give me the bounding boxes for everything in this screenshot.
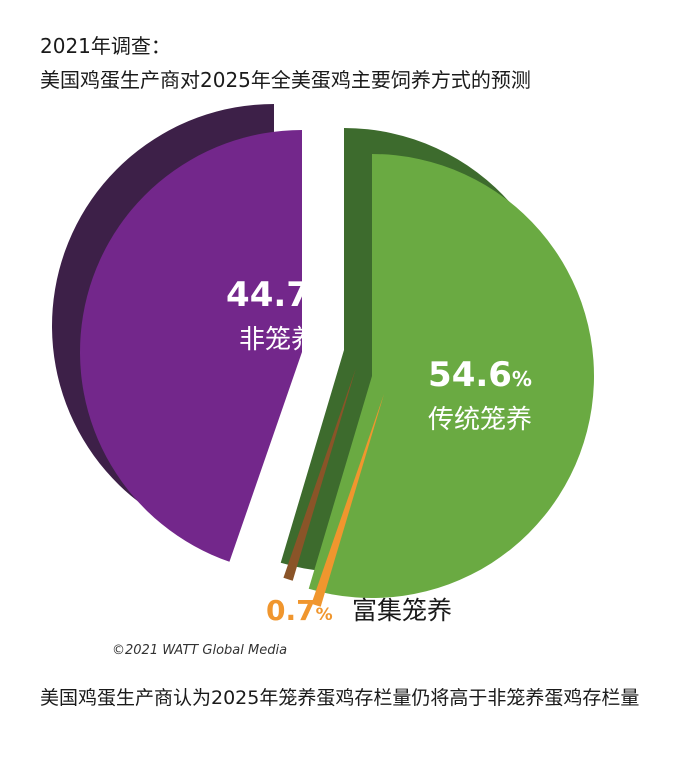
- slice-1: [308, 154, 595, 598]
- slice-2-category-label: 富集笼养: [352, 596, 452, 625]
- pie-slices-layer: [79, 130, 595, 607]
- slice-3-category-label: 非笼养: [239, 325, 317, 355]
- slice-2: [311, 394, 384, 607]
- slice-3-value-label: 44.7%: [226, 275, 330, 315]
- chart-title-line-1: 2021年调查：: [40, 34, 171, 58]
- chart-title-line-2: 美国鸡蛋生产商对2025年全美蛋鸡主要饲养方式的预测: [40, 68, 531, 92]
- slice-3: [79, 130, 302, 562]
- slice-1-value-label: 54.6%: [428, 355, 532, 395]
- copyright-note: ©2021 WATT Global Media: [112, 643, 288, 658]
- slice-2-shadow: [283, 368, 356, 581]
- pie-labels-layer: 54.6% 传统笼养 0.7% 富集笼养 44.7% 非笼养: [226, 275, 532, 627]
- slice-2-value-label: 0.7%: [266, 594, 333, 627]
- chart-caption: 美国鸡蛋生产商认为2025年笼养蛋鸡存栏量仍将高于非笼养蛋鸡存栏量: [40, 687, 640, 709]
- slice-1-category-label: 传统笼养: [428, 405, 532, 435]
